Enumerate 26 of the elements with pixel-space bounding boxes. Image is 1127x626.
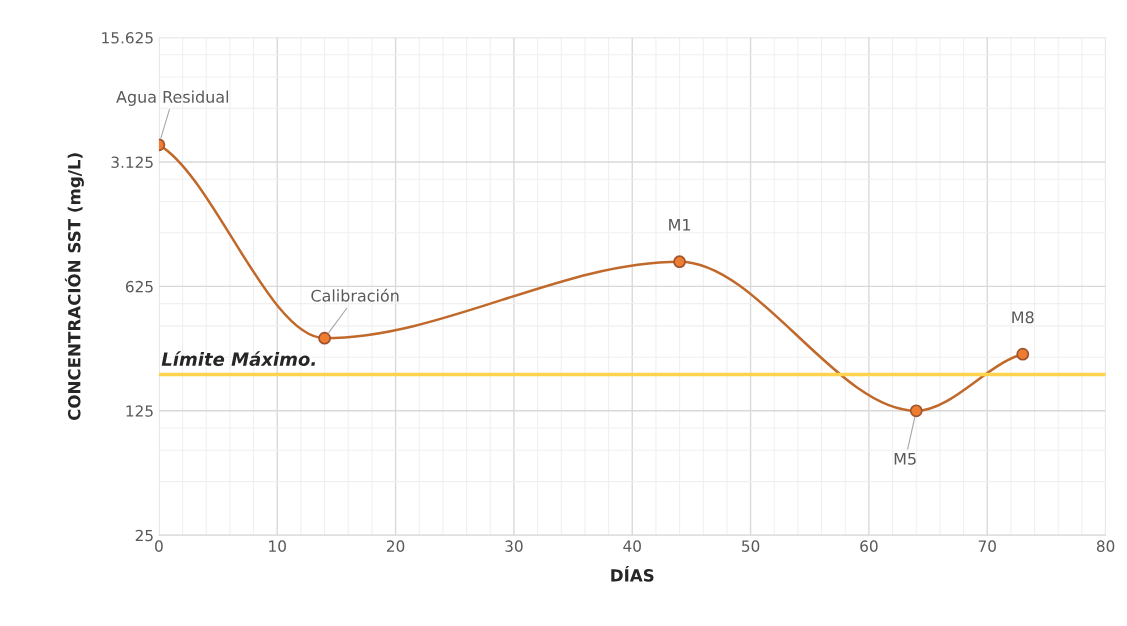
point bbox=[1016, 347, 1030, 361]
y-tick-label: 25 bbox=[135, 529, 153, 542]
y-tick-label: 3.125 bbox=[111, 156, 153, 168]
annotation: M8 bbox=[1012, 311, 1034, 324]
y-tick-label: 125 bbox=[126, 405, 153, 417]
annotation: Agua Residual bbox=[116, 90, 229, 106]
x-tick-label: 30 bbox=[505, 540, 523, 552]
x-tick-label: 20 bbox=[386, 540, 405, 552]
x-tick-label: 40 bbox=[623, 540, 641, 552]
x-tick-label: 60 bbox=[860, 540, 878, 552]
ref-line-label: Límite Máximo. bbox=[161, 351, 316, 366]
x-tick-label: 10 bbox=[269, 540, 286, 552]
annotation: M1 bbox=[669, 218, 691, 231]
y-tick-label: 625 bbox=[125, 280, 153, 293]
x-tick-label: 80 bbox=[1096, 540, 1115, 552]
x-axis-title: DÍAS bbox=[611, 566, 654, 582]
x-tick-label: 0 bbox=[155, 540, 163, 552]
y-axis-title: CONCENTRACIÓN SST (mg/L) bbox=[64, 153, 84, 421]
x-tick-label: 70 bbox=[978, 540, 996, 552]
point bbox=[318, 331, 331, 345]
x-tick-label: 50 bbox=[742, 540, 760, 552]
point bbox=[673, 255, 686, 269]
point bbox=[909, 404, 923, 418]
y-tick-label: 15.625 bbox=[102, 32, 153, 44]
annotation: Calibración bbox=[311, 288, 399, 302]
annotation: M5 bbox=[894, 452, 916, 465]
